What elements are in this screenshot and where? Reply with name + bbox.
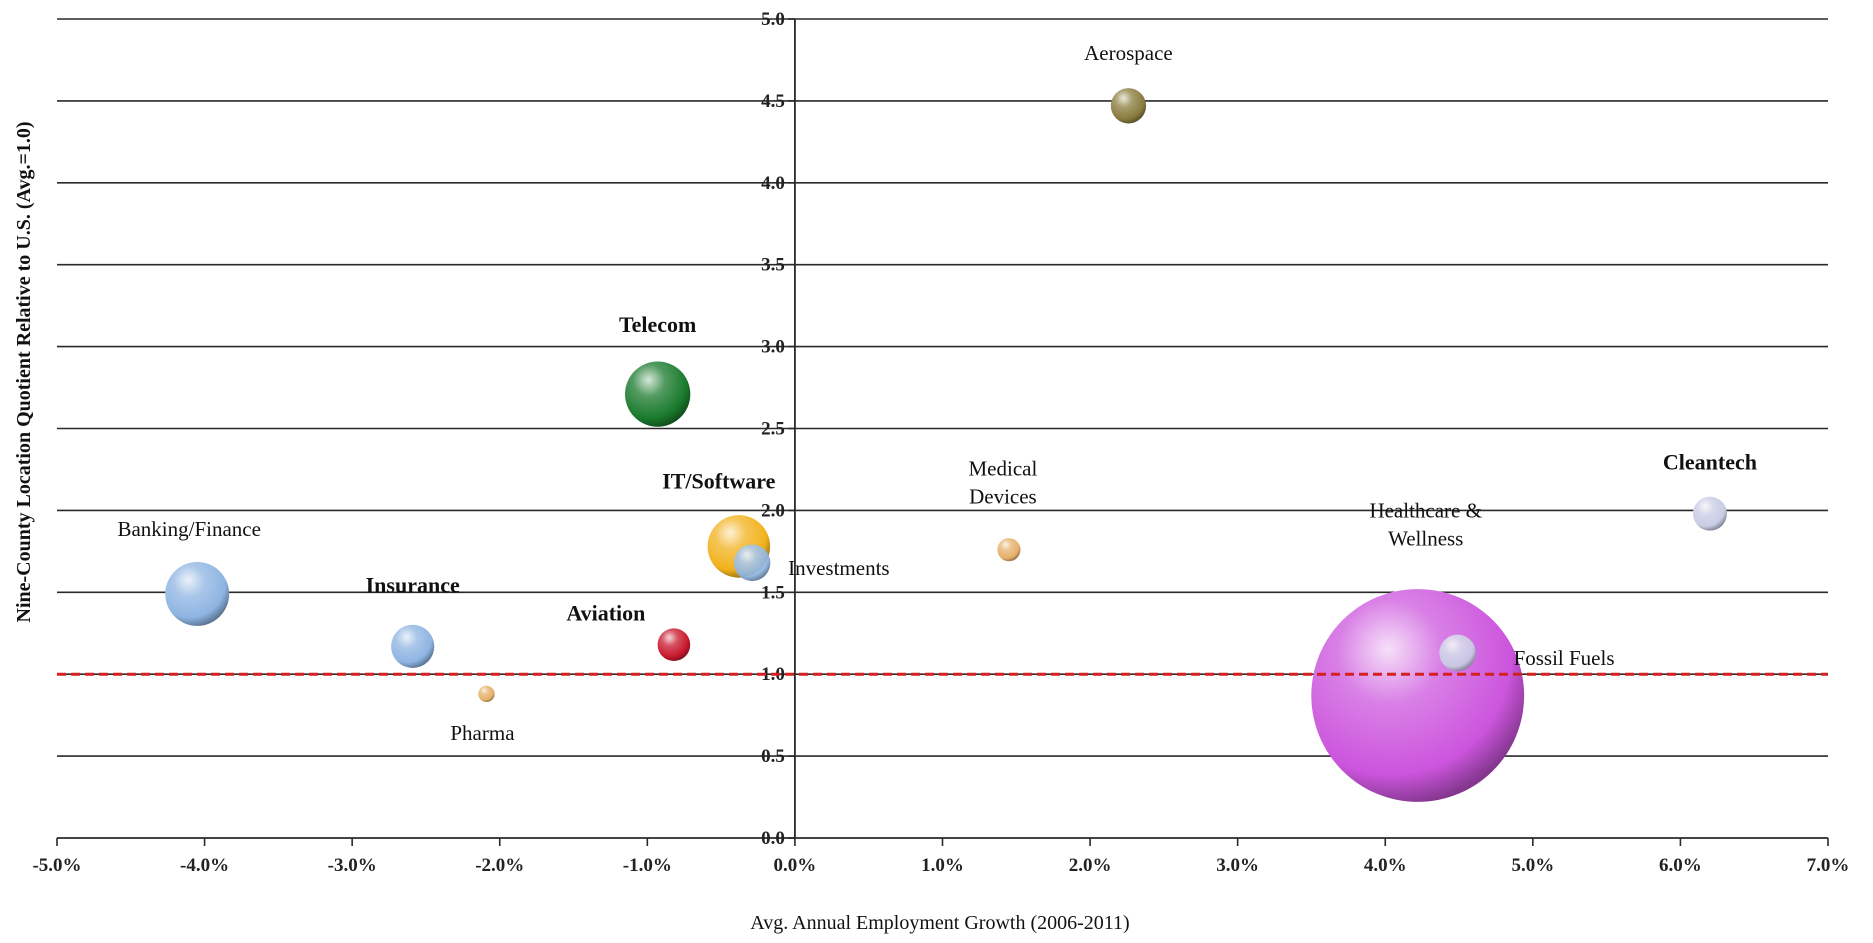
bubbles — [165, 88, 1727, 802]
x-tick-label: -2.0% — [475, 855, 524, 876]
x-tick-label: 3.0% — [1216, 855, 1259, 876]
axes: -5.0% -4.0% -3.0% -2.0% -1.0% 0.0% 1.0% 2.0% 3.0… — [32, 9, 1849, 876]
y-axis-title: Nine-County Location Quotient Relative t… — [13, 122, 35, 623]
y-tick-label: 5.0 — [761, 9, 785, 30]
label-healthcare-wellness: Wellness — [1388, 526, 1463, 550]
label-insurance: Insurance — [366, 572, 460, 597]
x-tick-label: -5.0% — [32, 855, 81, 876]
label-healthcare-wellness: Healthcare & — [1369, 498, 1482, 522]
x-tick-label: 2.0% — [1069, 855, 1112, 876]
label-medical-devices: Medical — [969, 457, 1038, 481]
y-tick-label: 2.0 — [761, 500, 785, 521]
y-tick-label: 4.0 — [761, 173, 785, 194]
bubble-insurance — [391, 624, 435, 668]
bubble-investments — [733, 544, 771, 582]
label-aerospace: Aerospace — [1084, 41, 1173, 65]
y-tick-label: 1.5 — [761, 582, 785, 603]
bubble-aviation — [657, 628, 691, 662]
y-tick-label: 2.5 — [761, 419, 785, 440]
bubble-pharma — [478, 685, 495, 703]
label-fossil-fuels: Fossil Fuels — [1514, 646, 1615, 670]
x-tick-label: 4.0% — [1364, 855, 1407, 876]
label-aviation: Aviation — [566, 601, 645, 626]
label-telecom: Telecom — [619, 312, 696, 337]
label-banking-finance: Banking/Finance — [117, 517, 260, 541]
x-tick-label: 0.0% — [774, 855, 817, 876]
label-medical-devices: Devices — [969, 485, 1037, 509]
x-axis-title: Avg. Annual Employment Growth (2006-2011… — [750, 912, 1129, 934]
x-tick-label: 5.0% — [1511, 855, 1554, 876]
bubble-telecom — [625, 361, 691, 427]
x-tick-label: -1.0% — [623, 855, 672, 876]
label-cleantech: Cleantech — [1663, 450, 1757, 475]
x-tick-label: 1.0% — [921, 855, 964, 876]
label-investments: Investments — [788, 556, 889, 580]
bubble-healthcare-wellness — [1311, 589, 1525, 802]
label-it-software: IT/Software — [662, 468, 775, 493]
x-tick-label: -3.0% — [328, 855, 377, 876]
bubble-labels: Healthcare & Wellness Fossil Fuels Aerospac… — [57, 41, 1828, 745]
y-tick-label: 3.0 — [761, 337, 785, 358]
y-tick-label: 3.5 — [761, 255, 785, 276]
label-pharma: Pharma — [450, 721, 515, 745]
y-tick-label: 0.5 — [761, 746, 785, 767]
y-tick-label: 0.0 — [761, 828, 785, 849]
y-tick-label: 4.5 — [761, 91, 785, 112]
x-tick-label: 6.0% — [1659, 855, 1702, 876]
bubble-medical-devices — [997, 538, 1021, 562]
x-tick-label: 7.0% — [1807, 855, 1850, 876]
bubble-aerospace — [1110, 88, 1147, 124]
bubble-cleantech — [1692, 496, 1727, 531]
x-tick-label: -4.0% — [180, 855, 229, 876]
bubble-fossil-fuels — [1439, 634, 1476, 672]
bubble-banking-finance — [165, 561, 230, 626]
